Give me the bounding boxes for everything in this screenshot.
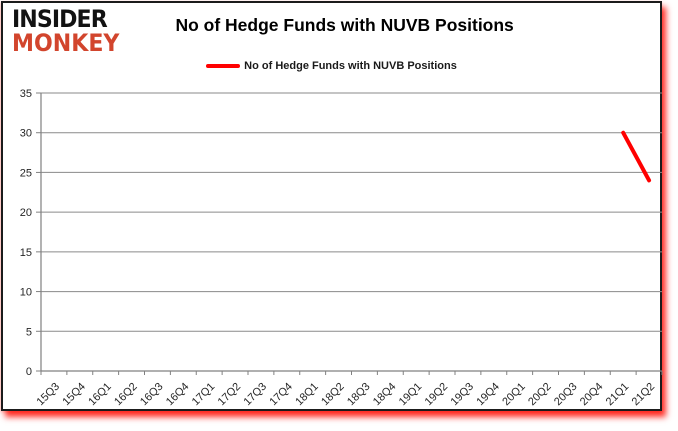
svg-text:19Q2: 19Q2 [423, 381, 451, 409]
svg-text:20Q2: 20Q2 [526, 381, 554, 409]
svg-text:15Q3: 15Q3 [35, 381, 63, 409]
svg-text:18Q4: 18Q4 [371, 381, 399, 409]
svg-text:19Q1: 19Q1 [397, 381, 425, 409]
svg-text:0: 0 [26, 366, 32, 378]
legend: No of Hedge Funds with NUVB Positions [3, 60, 660, 72]
insider-monkey-logo: INSIDER MONKEY [12, 5, 120, 57]
svg-text:18Q2: 18Q2 [319, 381, 347, 409]
legend-label: No of Hedge Funds with NUVB Positions [244, 60, 457, 72]
chart-title: No of Hedge Funds with NUVB Positions [175, 15, 514, 35]
svg-text:17Q4: 17Q4 [267, 381, 295, 409]
svg-text:10: 10 [20, 287, 32, 299]
svg-text:15: 15 [20, 247, 32, 259]
svg-text:30: 30 [20, 128, 32, 140]
line-chart: 0510152025303515Q315Q416Q116Q216Q316Q417… [20, 88, 663, 409]
svg-text:16Q1: 16Q1 [86, 381, 114, 409]
svg-text:15Q4: 15Q4 [60, 381, 88, 409]
logo-line1: INSIDER [12, 5, 108, 33]
svg-text:17Q2: 17Q2 [216, 381, 244, 409]
svg-text:20Q1: 20Q1 [500, 381, 528, 409]
svg-text:21Q1: 21Q1 [604, 381, 632, 409]
svg-text:16Q4: 16Q4 [164, 381, 192, 409]
svg-text:19Q4: 19Q4 [474, 381, 502, 409]
logo-line2: MONKEY [12, 28, 120, 57]
svg-text:20Q4: 20Q4 [578, 381, 606, 409]
svg-text:5: 5 [26, 326, 32, 338]
svg-text:19Q3: 19Q3 [449, 381, 477, 409]
svg-text:16Q3: 16Q3 [138, 381, 166, 409]
chart-card: INSIDER MONKEY No of Hedge Funds with NU… [1, 1, 663, 411]
svg-text:20Q3: 20Q3 [552, 381, 580, 409]
svg-text:17Q1: 17Q1 [190, 381, 218, 409]
svg-text:20: 20 [20, 207, 32, 219]
svg-text:35: 35 [20, 88, 32, 100]
svg-text:18Q1: 18Q1 [293, 381, 321, 409]
svg-text:18Q3: 18Q3 [345, 381, 373, 409]
svg-text:16Q2: 16Q2 [112, 381, 140, 409]
legend-line-swatch [206, 64, 241, 68]
svg-text:21Q2: 21Q2 [630, 381, 658, 409]
svg-text:25: 25 [20, 167, 32, 179]
svg-text:17Q3: 17Q3 [242, 381, 270, 409]
